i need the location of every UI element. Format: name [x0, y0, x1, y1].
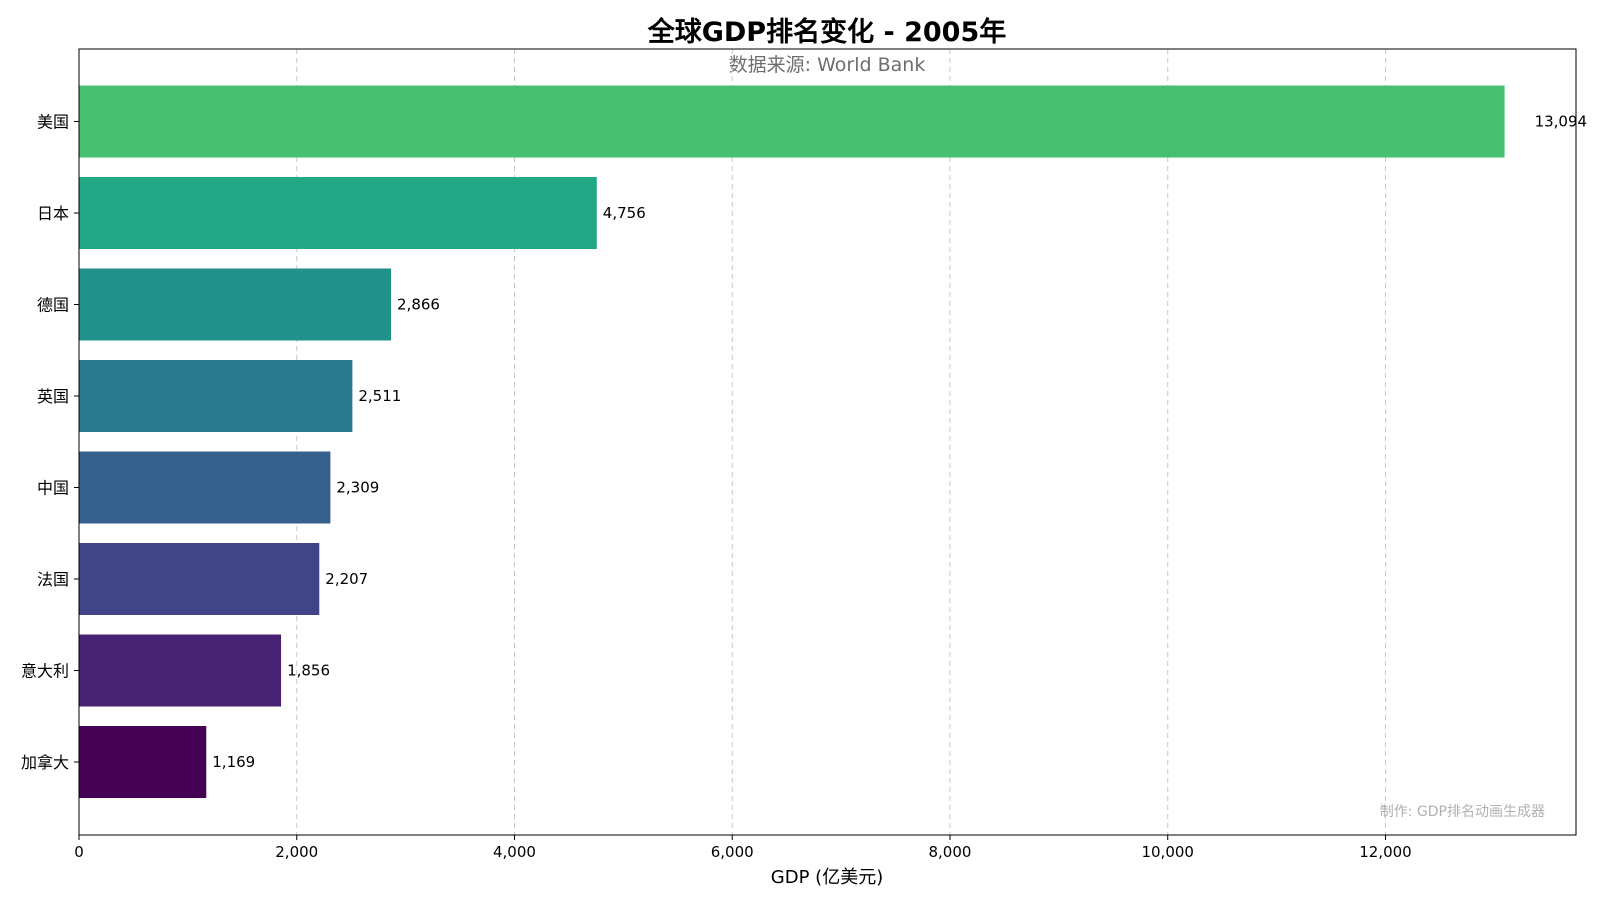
- grid-lines: [296, 49, 1386, 835]
- bar-value-label: 2,207: [325, 570, 368, 588]
- y-tick-label: 英国: [37, 387, 69, 406]
- x-tick-label: 4,000: [493, 843, 536, 861]
- value-labels: 13,094 4,756 2,866 2,511 2,309 2,207 1,856 1,16…: [212, 113, 1587, 772]
- bar-value-label: 2,866: [397, 296, 440, 314]
- x-tick-label: 8,000: [929, 843, 972, 861]
- bar: [79, 177, 597, 249]
- bar-value-label: 4,756: [603, 204, 646, 222]
- bar: [79, 726, 207, 798]
- bar: [79, 360, 353, 432]
- y-tick-label: 美国: [37, 113, 69, 132]
- y-tick-label: 德国: [37, 296, 69, 315]
- y-tick-label: 加拿大: [21, 753, 69, 772]
- chart-subtitle: 数据来源: World Bank: [729, 54, 926, 76]
- watermark: 制作: GDP排名动画生成器: [1380, 804, 1545, 820]
- bar: [79, 451, 331, 524]
- x-tick-label: 10,000: [1141, 843, 1194, 861]
- bar-value-label: 2,309: [336, 479, 379, 497]
- x-tick-label: 12,000: [1359, 843, 1412, 861]
- y-tick-label: 中国: [37, 479, 69, 498]
- bars: [79, 85, 1505, 798]
- chart-title: 全球GDP排名变化 - 2005年: [647, 16, 1007, 48]
- bar: [79, 268, 392, 341]
- bar-value-label: 2,511: [358, 387, 401, 405]
- x-tick-label: 6,000: [711, 843, 754, 861]
- bar-value-label: 1,856: [287, 662, 330, 680]
- x-tick-label: 2,000: [275, 843, 318, 861]
- y-tick-label: 法国: [37, 570, 69, 589]
- bar: [79, 85, 1505, 158]
- bar: [79, 634, 282, 707]
- x-axis-title: GDP (亿美元): [771, 867, 883, 888]
- bar: [79, 543, 320, 615]
- x-tick-label: 0: [74, 843, 84, 861]
- y-tick-label: 意大利: [21, 662, 69, 681]
- x-axis-ticks: 0 2,000 4,000 6,000 8,000 10,000 12,000: [74, 835, 1412, 861]
- plot-frame: [78, 48, 1577, 836]
- bar-value-label: 13,094: [1535, 113, 1588, 131]
- bar-value-label: 1,169: [212, 753, 255, 771]
- y-tick-label: 日本: [37, 204, 69, 223]
